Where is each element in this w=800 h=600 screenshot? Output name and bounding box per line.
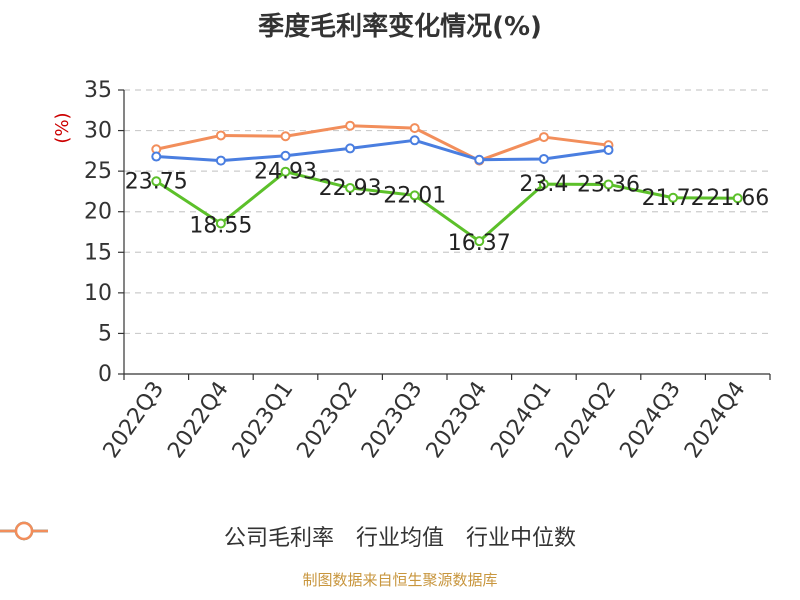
data-label: 23.75 [125, 169, 188, 194]
legend-item[interactable]: 公司毛利率 [0, 520, 334, 552]
series-point-2 [280, 131, 291, 142]
legend-item[interactable]: 行业中位数 [0, 520, 577, 552]
series-point-0 [668, 192, 679, 203]
legend-label: 行业中位数 [466, 526, 577, 551]
series-line-2 [155, 124, 609, 163]
series-point-2 [538, 132, 549, 143]
series-point-1 [474, 154, 485, 165]
x-tick-label: 2024Q1 [486, 377, 557, 463]
y-tick-label: 5 [98, 321, 112, 346]
x-tick-label: 2023Q2 [292, 377, 363, 463]
series-point-1 [215, 155, 226, 166]
data-label: 21.66 [706, 186, 769, 211]
series-point-0 [409, 190, 420, 201]
x-tick-label: 2024Q3 [615, 377, 686, 463]
data-source-note: 制图数据来自恒生聚源数据库 [302, 571, 498, 589]
series-point-0 [474, 236, 485, 247]
series-point-1 [345, 143, 356, 154]
legend: 公司毛利率 行业均值 行业中位数 [0, 520, 800, 552]
y-axis-label: (%) [52, 112, 73, 143]
series-line-0 [155, 170, 738, 243]
data-label: 21.72 [642, 186, 705, 211]
series-point-1 [151, 151, 162, 162]
y-tick-label: 10 [84, 281, 112, 306]
series-point-0 [603, 179, 614, 190]
y-tick-label: 30 [84, 119, 112, 144]
x-tick-label: 2023Q4 [422, 377, 493, 463]
series-point-1 [409, 135, 420, 146]
series-point-0 [151, 176, 162, 187]
y-tick-label: 35 [84, 78, 112, 103]
data-label: 24.93 [254, 160, 317, 185]
series-point-2 [345, 120, 356, 131]
data-label: 23.36 [577, 172, 640, 197]
x-tick-label: 2022Q4 [163, 377, 234, 463]
series-point-1 [280, 150, 291, 161]
series-point-1 [603, 145, 614, 156]
data-label: 22.01 [383, 183, 446, 208]
x-tick-label: 2023Q3 [357, 377, 428, 463]
y-tick-label: 25 [84, 159, 112, 184]
x-tick-label: 2024Q2 [551, 377, 622, 463]
x-tick-label: 2022Q3 [99, 377, 170, 463]
series-point-2 [409, 123, 420, 134]
y-tick-label: 20 [84, 200, 112, 225]
y-tick-label: 0 [98, 362, 112, 387]
series-point-0 [732, 193, 743, 204]
series-line-1 [156, 138, 609, 163]
x-tick-label: 2023Q1 [228, 377, 299, 463]
legend-swatch [0, 521, 48, 541]
data-label: 22.93 [319, 176, 382, 201]
legend-item[interactable]: 行业均值 [0, 520, 444, 552]
data-label: 23.4 [519, 172, 568, 197]
chart-title: 季度毛利率变化情况(%) [258, 12, 542, 42]
legend-label: 行业均值 [355, 526, 444, 551]
series-point-0 [345, 182, 356, 193]
series-point-2 [215, 130, 226, 141]
x-tick-label: 2024Q4 [680, 377, 751, 463]
y-tick-label: 15 [84, 240, 112, 265]
series-point-0 [280, 166, 291, 177]
series-point-0 [538, 179, 549, 190]
data-label: 18.55 [189, 213, 252, 238]
legend-label: 公司毛利率 [223, 526, 334, 551]
series-point-0 [215, 218, 226, 229]
series-point-1 [538, 153, 549, 164]
data-label: 16.37 [448, 231, 511, 256]
